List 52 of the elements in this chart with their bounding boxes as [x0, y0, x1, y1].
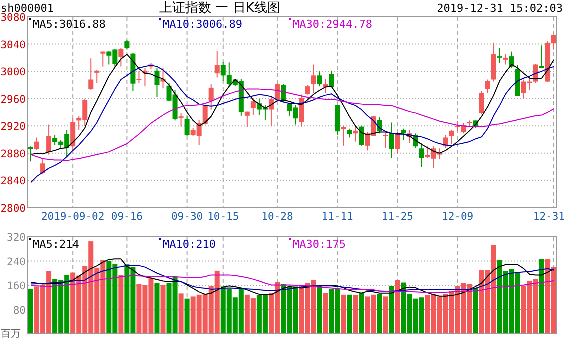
text: 2019-12-31 15:02:03	[437, 2, 563, 15]
y-tick-label: 3000	[0, 66, 26, 79]
y-tick-label: 80	[13, 304, 26, 317]
line-series	[30, 274, 554, 294]
x-tick-label: 09-16	[111, 211, 143, 223]
bar	[377, 294, 382, 334]
y-tick-label: 3040	[0, 39, 26, 52]
x-tick-label: 10-28	[262, 211, 294, 223]
bar	[353, 296, 358, 334]
bar	[473, 288, 478, 334]
x-tick-label: 09-30	[171, 211, 204, 223]
bar	[347, 294, 352, 334]
bar	[28, 289, 34, 334]
y-tick-label: 2880	[0, 148, 26, 160]
y-tick-label: 320	[7, 232, 26, 244]
legend-item: MA5:214	[29, 238, 80, 251]
chart-title: 上证指数 一 日K线图	[160, 1, 280, 16]
bar	[395, 280, 400, 334]
legend-item: MA10:210	[159, 238, 216, 251]
legend-item: MA5:3016.88	[29, 18, 106, 31]
y-tick-label: 160	[7, 280, 26, 292]
legend-item: MA30:2944.78	[289, 18, 372, 31]
bar	[160, 285, 166, 334]
y-tick-label: 2920	[0, 121, 26, 134]
bar	[323, 293, 328, 334]
bar	[178, 294, 184, 334]
x-tick-label: 11-11	[322, 211, 354, 223]
x-tick-label: 2019-09-02	[41, 211, 105, 223]
bar	[389, 286, 394, 334]
x-tick-label: 10-15	[208, 211, 240, 223]
x-tick-label: 11-25	[382, 211, 414, 223]
line-series	[30, 64, 554, 184]
bar	[154, 283, 160, 334]
x-tick-label: 12-31	[533, 211, 565, 223]
legend-item: MA10:3006.89	[159, 18, 242, 31]
bar	[317, 285, 322, 334]
bar	[118, 275, 124, 334]
y-tick-label: 2840	[0, 176, 26, 188]
y-tick-label: 3080	[0, 12, 26, 24]
bar	[383, 296, 388, 334]
bar	[359, 293, 364, 334]
bar	[341, 294, 346, 334]
y-axis-title: 百万	[1, 329, 21, 340]
line-series	[30, 265, 554, 292]
x-tick-label: 12-09	[442, 211, 474, 223]
legend-item: MA30:175	[289, 238, 346, 251]
line-series	[30, 258, 554, 297]
y-tick-label: 2960	[0, 94, 26, 106]
bar	[539, 259, 544, 334]
bar	[184, 298, 190, 334]
y-tick-label: 240	[7, 256, 26, 268]
y-tick-label: 2800	[0, 203, 26, 215]
